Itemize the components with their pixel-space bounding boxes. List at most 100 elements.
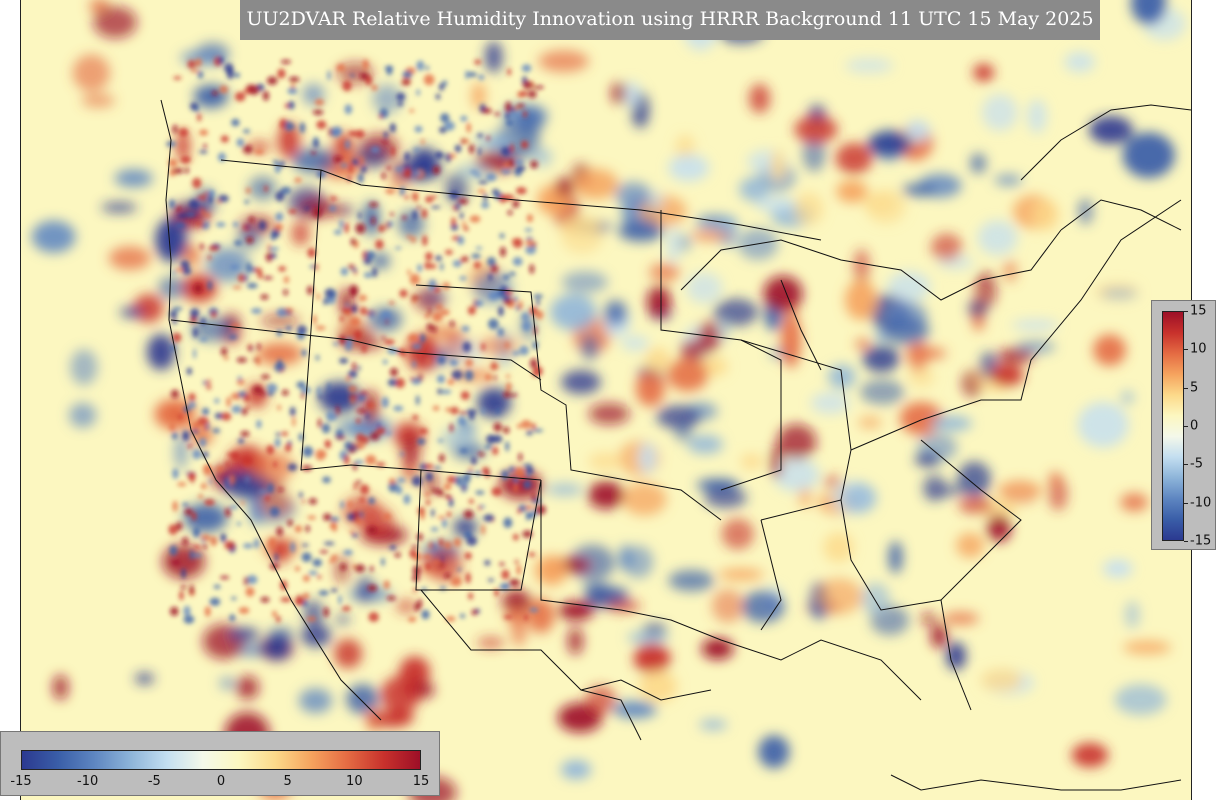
innovation-speckle <box>457 198 469 205</box>
innovation-blob <box>1100 288 1138 300</box>
innovation-speckle <box>490 264 498 273</box>
colorbar-vertical-tick-label: 10 <box>1190 341 1207 357</box>
innovation-speckle <box>345 302 350 308</box>
innovation-speckle <box>387 378 398 387</box>
innovation-speckle <box>507 210 513 216</box>
innovation-feature <box>155 218 187 262</box>
innovation-speckle <box>346 337 353 346</box>
innovation-speckle <box>359 497 366 503</box>
innovation-speckle <box>253 358 258 362</box>
innovation-speckle <box>287 87 298 95</box>
innovation-blob <box>69 402 97 428</box>
innovation-speckle <box>247 343 253 352</box>
innovation-speckle <box>450 576 462 587</box>
innovation-speckle <box>523 480 532 489</box>
innovation-speckle <box>484 560 491 566</box>
innovation-speckle <box>384 66 394 70</box>
innovation-blob <box>749 83 771 114</box>
innovation-speckle <box>338 335 347 346</box>
innovation-speckle <box>220 347 228 356</box>
colorbar-vertical-tick-mark <box>1184 311 1188 312</box>
innovation-speckle <box>409 109 415 113</box>
innovation-speckle <box>386 166 392 170</box>
innovation-speckle <box>358 211 362 220</box>
innovation-speckle <box>220 533 227 543</box>
innovation-speckle <box>396 485 403 495</box>
innovation-speckle <box>433 466 442 470</box>
innovation-feature <box>987 514 1011 542</box>
map-panel <box>20 0 1192 800</box>
innovation-blob <box>1122 132 1175 178</box>
innovation-speckle <box>340 563 347 571</box>
innovation-speckle <box>211 90 219 96</box>
innovation-speckle <box>198 494 204 499</box>
innovation-speckle <box>361 345 368 353</box>
innovation-speckle <box>437 439 444 443</box>
innovation-blob <box>967 299 988 318</box>
innovation-speckle <box>274 552 278 563</box>
innovation-speckle <box>531 492 537 502</box>
innovation-speckle <box>498 306 504 317</box>
innovation-blob <box>686 272 723 304</box>
innovation-speckle <box>264 185 268 193</box>
innovation-speckle <box>303 206 311 211</box>
innovation-speckle <box>522 80 533 90</box>
innovation-blob <box>585 685 617 715</box>
innovation-blob <box>372 84 402 114</box>
innovation-speckle <box>350 238 356 246</box>
innovation-speckle <box>524 614 528 621</box>
innovation-speckle <box>359 306 367 316</box>
innovation-blob <box>815 578 863 615</box>
innovation-speckle <box>382 359 388 365</box>
innovation-speckle <box>195 104 199 113</box>
innovation-speckle <box>301 552 312 563</box>
innovation-blob <box>627 631 669 644</box>
innovation-speckle <box>301 349 307 357</box>
innovation-speckle <box>244 576 249 586</box>
innovation-speckle <box>515 187 527 195</box>
innovation-speckle <box>376 423 381 428</box>
innovation-speckle <box>312 314 317 325</box>
innovation-speckle <box>248 216 255 224</box>
innovation-speckle <box>183 605 191 617</box>
innovation-speckle <box>213 584 221 589</box>
innovation-speckle <box>431 560 443 565</box>
colorbar-vertical-scale <box>1162 311 1184 541</box>
innovation-speckle <box>172 124 178 134</box>
innovation-speckle <box>326 410 335 422</box>
innovation-speckle <box>231 405 242 414</box>
innovation-speckle <box>191 511 197 521</box>
innovation-blob <box>901 183 937 197</box>
innovation-blob <box>1123 640 1172 655</box>
innovation-speckle <box>192 177 202 189</box>
innovation-speckle <box>522 320 531 332</box>
innovation-speckle <box>445 616 456 622</box>
innovation-speckle <box>449 320 455 328</box>
innovation-speckle <box>496 407 500 415</box>
innovation-blob <box>618 220 664 242</box>
innovation-speckle <box>260 596 270 603</box>
innovation-speckle <box>400 451 404 457</box>
innovation-speckle <box>407 333 419 343</box>
innovation-speckle <box>466 72 478 77</box>
innovation-speckle <box>375 239 384 250</box>
innovation-blob <box>1114 684 1167 716</box>
innovation-blob <box>614 182 652 207</box>
innovation-blob <box>363 201 380 236</box>
innovation-speckle <box>502 426 510 434</box>
innovation-speckle <box>532 341 539 350</box>
innovation-speckle <box>505 120 514 126</box>
innovation-blob <box>236 675 259 700</box>
innovation-speckle <box>336 63 346 72</box>
innovation-blob <box>823 475 843 488</box>
innovation-speckle <box>285 326 293 331</box>
innovation-speckle <box>468 467 473 471</box>
innovation-speckle <box>216 222 226 228</box>
innovation-speckle <box>444 573 452 579</box>
innovation-speckle <box>503 390 511 398</box>
innovation-speckle <box>491 487 502 497</box>
innovation-speckle <box>518 300 523 310</box>
innovation-speckle <box>468 413 475 421</box>
innovation-speckle <box>231 118 240 127</box>
innovation-speckle <box>390 212 394 217</box>
